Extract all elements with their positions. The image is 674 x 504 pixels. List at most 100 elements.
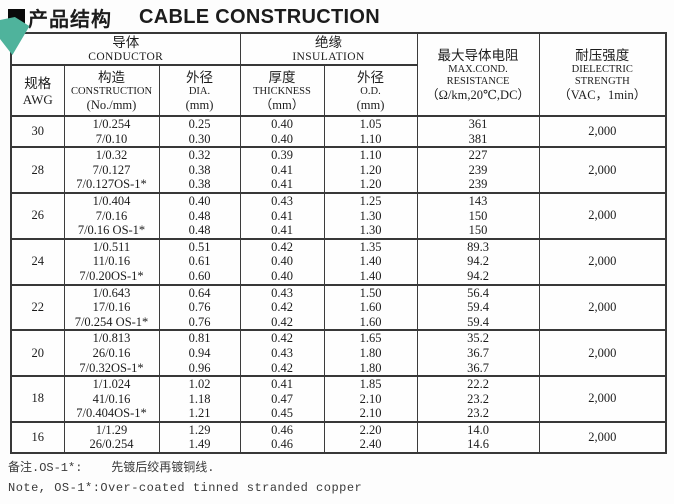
thickness-value: 0.40 [271, 254, 293, 269]
resistance-value: 35.2 [467, 331, 489, 346]
thickness-header: 厚度 THICKNESS （mm） [239, 64, 325, 117]
dielectric-cell: 2,000 [538, 237, 667, 286]
construction-header: 构造 CONSTRUCTION (No./mm) [63, 64, 160, 117]
header-line: O.D. [360, 86, 381, 97]
construction-value: 17/0.16 [92, 300, 131, 315]
od-value: 1.05 [359, 117, 382, 131]
resistance-value: 22.2 [467, 377, 489, 392]
od-cell: 1.35 1.40 1.40 [323, 237, 418, 286]
construction-cell: 1/1.29 26/0.254 [63, 420, 160, 455]
od-cell: 2.20 2.40 [323, 420, 418, 455]
spec-row-awg-26: 26 1/0.404 7/0.16 7/0.16 OS-1* 0.40 0.48 0.48 0… [10, 191, 667, 240]
dia-value: 0.30 [188, 131, 211, 146]
thickness-value: 0.45 [271, 406, 293, 421]
spec-row-awg-18: 18 1/1.024 41/0.16 7/0.404OS-1* 1.02 1.18 1.21… [10, 375, 667, 423]
resistance-value: 56.4 [467, 285, 489, 300]
insulation-group-header: 绝缘 INSULATION [239, 32, 418, 66]
dielectric-header: 耐压强度 DIELECTRIC STRENGTH （VAC，1min） [538, 32, 667, 117]
resistance-value: 239 [468, 162, 488, 177]
resistance-cell: 89.3 94.2 94.2 [416, 237, 540, 286]
od-cell: 1.50 1.60 1.60 [323, 283, 418, 332]
resistance-value: 14.6 [467, 437, 489, 452]
resistance-cell: 361 381 [416, 114, 540, 149]
construction-value: 1/1.29 [95, 422, 128, 437]
dia-value: 1.02 [188, 377, 211, 392]
od-cell: 1.10 1.20 1.20 [323, 146, 418, 194]
awg-cell: 30 [10, 114, 65, 149]
od-header: 外径 O.D. (mm) [323, 64, 418, 117]
awg-cell: 18 [10, 375, 65, 423]
spec-row-awg-24: 24 1/0.511 11/0.16 7/0.20OS-1* 0.51 0.61 0.60 0… [10, 237, 667, 286]
resistance-value: 143 [468, 193, 488, 208]
thickness-value: 0.40 [271, 268, 293, 283]
conductor-group-header: 导体 CONDUCTOR [10, 32, 241, 66]
dia-value: 0.81 [188, 331, 211, 346]
dia-value: 0.61 [188, 254, 211, 269]
construction-value: 1/0.813 [92, 331, 131, 346]
od-value: 1.80 [359, 360, 382, 375]
header-line: (mm) [185, 98, 214, 112]
thickness-cell: 0.42 0.43 0.42 [239, 329, 325, 378]
thickness-value: 0.46 [271, 422, 293, 437]
awg-cell: 24 [10, 237, 65, 286]
spec-row-awg-30: 30 1/0.254 7/0.10 0.25 0.30 0.40 0.40 1.05 1.10 3… [10, 114, 667, 149]
footnote-en: Note, OS-1*:Over-coated tinned stranded … [8, 481, 363, 495]
thickness-value: 0.41 [271, 377, 293, 392]
od-value: 1.20 [359, 177, 382, 192]
dia-value: 0.25 [188, 117, 211, 131]
dielectric-cell: 2,000 [538, 375, 667, 423]
footnote-zh: 备注.OS-1*: 先镀后绞再镀铜线. [8, 461, 215, 475]
construction-value: 7/0.20OS-1* [79, 268, 144, 283]
od-value: 1.25 [359, 193, 382, 208]
dia-value: 1.18 [188, 391, 211, 406]
thickness-value: 0.39 [271, 148, 293, 163]
header-line: （Ω/km,20℃,DC） [426, 87, 530, 102]
od-value: 1.10 [359, 148, 382, 163]
header-line: RESISTANCE [446, 75, 510, 87]
header-line: (No./mm) [86, 98, 137, 112]
resistance-value: 381 [468, 131, 488, 146]
header-line: THICKNESS [253, 86, 311, 97]
resistance-value: 150 [468, 223, 488, 238]
thickness-cell: 0.43 0.42 0.42 [239, 283, 325, 332]
thickness-value: 0.41 [271, 162, 293, 177]
construction-value: 7/0.404OS-1* [76, 406, 147, 421]
header-line: 耐压强度 [575, 47, 630, 63]
od-value: 2.40 [359, 437, 382, 452]
spec-row-awg-22: 22 1/0.643 17/0.16 7/0.254 OS-1* 0.64 0.76 0.7… [10, 283, 667, 332]
resistance-value: 23.2 [467, 391, 489, 406]
thickness-value: 0.40 [271, 131, 293, 146]
dielectric-cell: 2,000 [538, 420, 667, 455]
dia-value: 0.94 [188, 345, 211, 360]
od-value: 1.65 [359, 331, 382, 346]
thickness-value: 0.46 [271, 437, 293, 452]
header-line: AWG [22, 91, 53, 107]
dia-value: 0.76 [188, 314, 211, 329]
dielectric-cell: 2,000 [538, 283, 667, 332]
header-line: 厚度 [268, 70, 296, 85]
spec-row-awg-28: 28 1/0.32 7/0.127 7/0.127OS-1* 0.32 0.38 0.38 0… [10, 146, 667, 194]
header-row-columns: 规格 AWG 构造 CONSTRUCTION (No./mm) 外径 DIA. (mm) … [10, 64, 666, 117]
od-value: 1.60 [359, 300, 382, 315]
header-line: 外径 [186, 70, 213, 85]
dia-value: 0.51 [188, 239, 211, 254]
construction-value: 7/0.10 [95, 131, 128, 146]
construction-cell: 1/0.404 7/0.16 7/0.16 OS-1* [63, 191, 160, 240]
header-line: 导体 [112, 35, 140, 50]
dia-value: 0.64 [188, 285, 211, 300]
resistance-value: 36.7 [467, 360, 489, 375]
od-value: 2.10 [359, 391, 382, 406]
od-value: 1.20 [359, 162, 382, 177]
dia-cell: 1.02 1.18 1.21 [158, 375, 241, 423]
awg-cell: 28 [10, 146, 65, 194]
od-cell: 1.65 1.80 1.80 [323, 329, 418, 378]
thickness-value: 0.42 [271, 331, 293, 346]
awg-header: 规格 AWG [10, 64, 65, 117]
construction-value: 26/0.254 [89, 437, 134, 452]
header-line: MAX.COND. [448, 63, 508, 75]
dia-cell: 0.81 0.94 0.96 [158, 329, 241, 378]
resistance-value: 23.2 [467, 406, 489, 421]
od-cell: 1.85 2.10 2.10 [323, 375, 418, 423]
dielectric-cell: 2,000 [538, 146, 667, 194]
